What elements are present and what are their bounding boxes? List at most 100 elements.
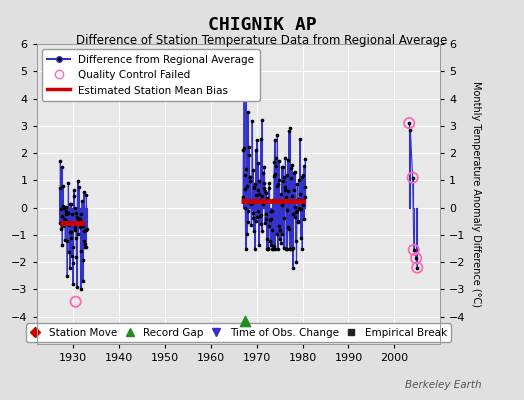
Point xyxy=(408,174,417,181)
Point xyxy=(281,154,290,161)
Point xyxy=(281,187,289,193)
Point xyxy=(74,184,83,191)
Point xyxy=(73,284,81,290)
Point xyxy=(268,208,276,214)
Point xyxy=(266,237,275,244)
Point xyxy=(255,178,263,184)
Point xyxy=(77,248,85,254)
Point xyxy=(67,229,75,235)
Point xyxy=(256,213,265,219)
Point xyxy=(277,191,285,197)
Point xyxy=(265,180,274,186)
Point xyxy=(412,255,420,261)
Text: Berkeley Earth: Berkeley Earth xyxy=(406,380,482,390)
Point xyxy=(269,197,277,204)
Point xyxy=(280,184,289,190)
Point xyxy=(61,204,70,210)
Point xyxy=(56,185,64,191)
Point xyxy=(57,212,66,219)
Point xyxy=(278,231,286,237)
Point xyxy=(64,222,73,228)
Point xyxy=(72,235,80,242)
Point xyxy=(244,208,253,215)
Point xyxy=(267,216,275,222)
Point xyxy=(276,226,285,233)
Point xyxy=(300,216,308,222)
Point xyxy=(255,191,264,198)
Point xyxy=(259,200,267,207)
Point xyxy=(63,273,71,279)
Point xyxy=(297,197,305,203)
Point xyxy=(293,208,301,215)
Legend: Station Move, Record Gap, Time of Obs. Change, Empirical Break: Station Move, Record Gap, Time of Obs. C… xyxy=(26,324,451,342)
Point xyxy=(247,200,255,207)
Point xyxy=(277,240,286,246)
Point xyxy=(75,216,83,223)
Point xyxy=(77,286,85,293)
Point xyxy=(271,155,280,161)
Point xyxy=(78,223,86,229)
Point xyxy=(250,245,259,252)
Point xyxy=(252,192,260,198)
Point xyxy=(276,226,284,233)
Point xyxy=(265,223,273,229)
Point xyxy=(59,223,68,229)
Point xyxy=(286,124,294,131)
Point xyxy=(272,230,281,237)
Point xyxy=(249,210,257,216)
Text: CHIGNIK AP: CHIGNIK AP xyxy=(208,16,316,34)
Point xyxy=(262,190,270,196)
Point xyxy=(290,170,298,176)
Point xyxy=(61,216,69,223)
Point xyxy=(270,137,279,143)
Point xyxy=(413,264,421,271)
Point xyxy=(80,238,89,244)
Point xyxy=(239,147,247,153)
Point xyxy=(70,227,79,234)
Point xyxy=(240,76,248,83)
Point xyxy=(263,236,271,242)
Point xyxy=(288,245,296,252)
Point xyxy=(239,194,247,200)
Y-axis label: Monthly Temperature Anomaly Difference (°C): Monthly Temperature Anomaly Difference (… xyxy=(471,81,481,307)
Text: Difference of Station Temperature Data from Regional Average: Difference of Station Temperature Data f… xyxy=(77,34,447,47)
Point xyxy=(286,245,294,252)
Point xyxy=(269,245,277,252)
Point xyxy=(60,204,68,211)
Point xyxy=(242,166,250,172)
Point xyxy=(251,180,259,187)
Point xyxy=(257,136,265,142)
Point xyxy=(56,220,64,227)
Point xyxy=(78,198,86,204)
Point xyxy=(405,120,413,126)
Point xyxy=(298,174,306,180)
Point xyxy=(295,177,303,183)
Point xyxy=(290,169,299,175)
Point xyxy=(289,210,298,217)
Point xyxy=(252,218,260,224)
Point xyxy=(239,144,248,151)
Point xyxy=(283,157,292,164)
Point xyxy=(280,174,288,180)
Point xyxy=(283,172,291,178)
Point xyxy=(243,230,252,237)
Point xyxy=(254,160,263,166)
Point xyxy=(76,223,84,230)
Point xyxy=(250,184,259,190)
Point xyxy=(291,238,300,244)
Point xyxy=(73,214,81,220)
Point xyxy=(70,187,78,194)
Point xyxy=(244,218,252,225)
Point xyxy=(285,128,293,134)
Point xyxy=(276,236,284,242)
Point xyxy=(300,194,309,200)
Point xyxy=(279,164,287,170)
Point xyxy=(246,174,255,180)
Point xyxy=(241,318,249,324)
Point xyxy=(75,216,84,222)
Point xyxy=(293,218,302,224)
Point xyxy=(406,127,414,133)
Point xyxy=(67,200,75,207)
Point xyxy=(255,241,263,248)
Point xyxy=(59,183,67,189)
